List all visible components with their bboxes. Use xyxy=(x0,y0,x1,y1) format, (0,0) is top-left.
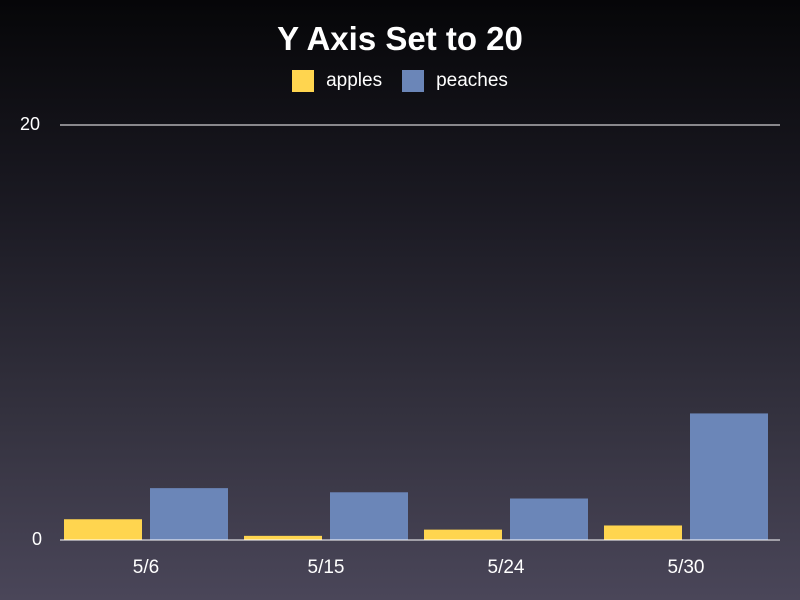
bar-apples-5/24[interactable] xyxy=(424,529,502,540)
legend-swatch-peaches xyxy=(402,70,425,92)
x-tick-label: 5/15 xyxy=(308,557,345,578)
x-tick-label: 5/6 xyxy=(133,557,159,578)
chart-legend: apples peaches xyxy=(0,70,800,92)
legend-label-peaches: peaches xyxy=(436,70,508,91)
legend-item-peaches[interactable]: peaches xyxy=(402,70,508,92)
bar-peaches-5/24[interactable] xyxy=(510,498,588,541)
bars xyxy=(64,413,768,540)
legend-label-apples: apples xyxy=(326,70,383,91)
bar-peaches-5/6[interactable] xyxy=(150,488,228,540)
x-tick-label: 5/24 xyxy=(488,557,525,578)
bar-apples-5/30[interactable] xyxy=(604,525,682,540)
bar-apples-5/15[interactable] xyxy=(244,535,322,540)
x-tick-label: 5/30 xyxy=(668,557,705,578)
x-axis: 5/6 5/15 5/24 5/30 xyxy=(133,557,705,578)
chart-title: Y Axis Set to 20 xyxy=(277,20,523,57)
legend-item-apples[interactable]: apples xyxy=(292,70,382,92)
bar-peaches-5/15[interactable] xyxy=(330,492,408,540)
y-axis: 20 0 xyxy=(20,114,780,549)
legend-swatch-apples xyxy=(292,70,315,92)
y-tick-label-min: 0 xyxy=(32,529,42,549)
bar-apples-5/6[interactable] xyxy=(64,519,142,540)
y-tick-label-max: 20 xyxy=(20,114,40,134)
bar-peaches-5/30[interactable] xyxy=(690,413,768,540)
